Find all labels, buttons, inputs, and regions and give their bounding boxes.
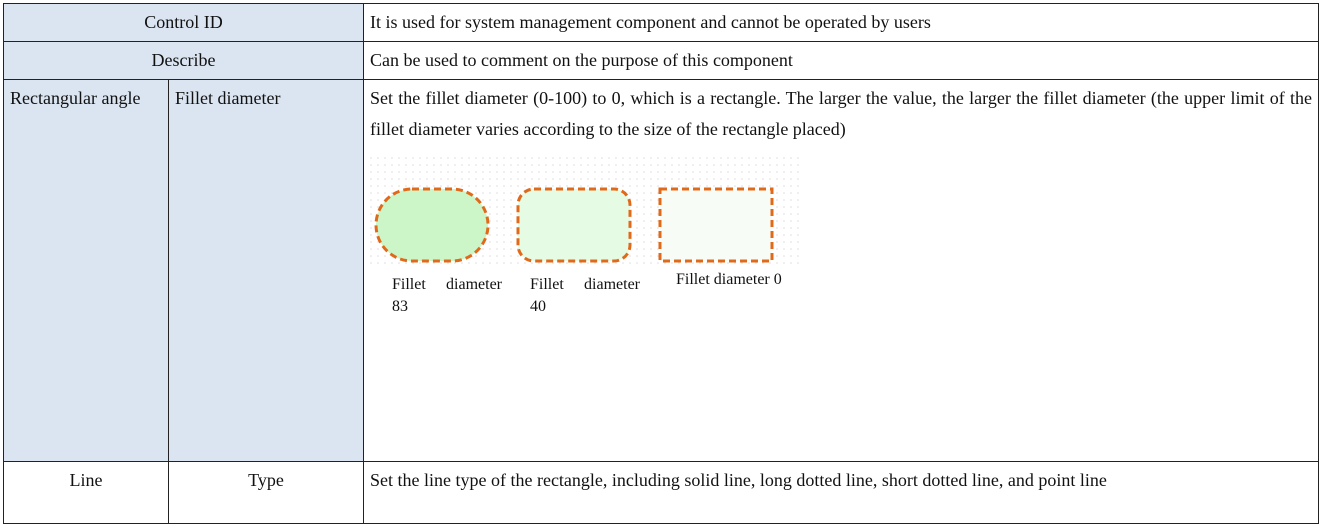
property-table: Control ID It is used for system managem… — [3, 3, 1319, 524]
subkey-cell: Type — [168, 461, 364, 524]
fillet-figure: Fillet diameter 83 Fillet diameter 40 Fi… — [370, 157, 810, 332]
description-text: Set the fillet diameter (0-100) to 0, wh… — [370, 88, 1312, 139]
rounded-rect — [374, 187, 490, 263]
key-cell: Rectangular angle — [3, 79, 169, 462]
description-cell: Set the fillet diameter (0-100) to 0, wh… — [363, 79, 1319, 462]
rounded-rect — [516, 187, 632, 263]
plain-rect — [658, 187, 774, 263]
description-cell: It is used for system management compone… — [363, 3, 1319, 42]
row: Describe Can be used to comment on the p… — [3, 41, 1319, 80]
key-cell: Control ID — [3, 3, 364, 42]
row: Control ID It is used for system managem… — [3, 3, 1319, 42]
figure-graphic — [370, 157, 800, 267]
caption: Fillet diameter 0 — [676, 271, 782, 288]
caption: Fillet diameter 83 — [392, 276, 502, 315]
key-cell: Describe — [3, 41, 364, 80]
subkey-cell: Fillet diameter — [168, 79, 364, 462]
page: {"table": {"rows": [ ["Control ID", "It … — [3, 3, 1319, 524]
description-cell: Set the line type of the rectangle, incl… — [363, 461, 1319, 524]
caption: Fillet diameter 40 — [530, 276, 640, 315]
row: Rectangular angle Fillet diameter Set th… — [3, 79, 1319, 462]
description-cell: Can be used to comment on the purpose of… — [363, 41, 1319, 80]
key-cell: Line — [3, 461, 169, 524]
row: Line Type Set the line type of the recta… — [3, 461, 1319, 524]
